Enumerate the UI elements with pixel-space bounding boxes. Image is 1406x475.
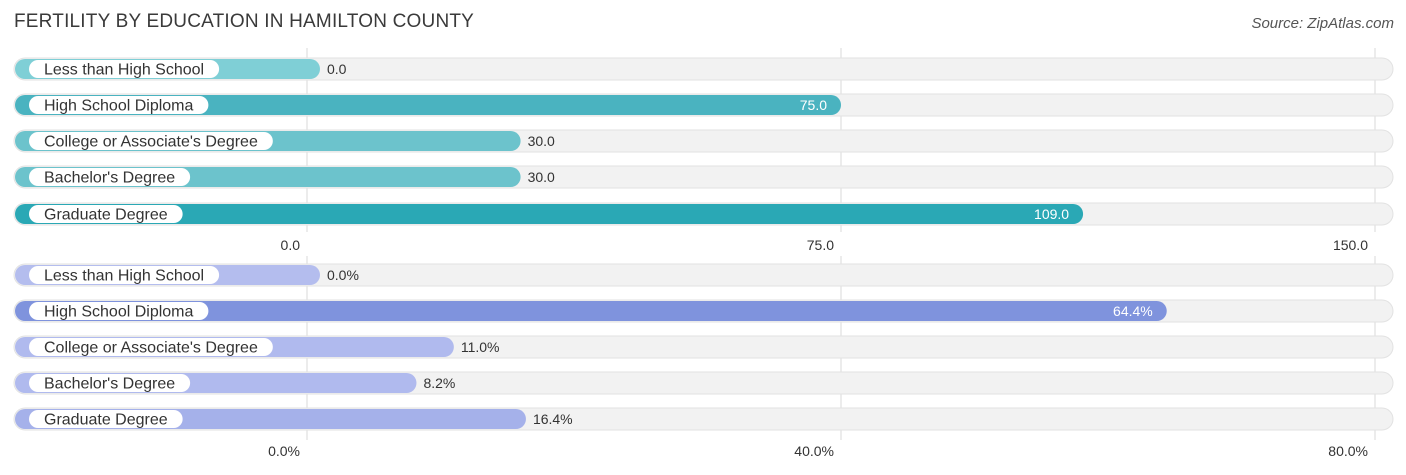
tick-label: 75.0	[807, 237, 834, 253]
category-label: High School Diploma	[44, 98, 194, 115]
category-pill	[29, 410, 183, 428]
tick-label: 40.0%	[794, 443, 834, 459]
category-label: High School Diploma	[44, 304, 194, 321]
category-pill	[29, 374, 191, 392]
bar-high-school-diploma	[15, 301, 1167, 321]
category-pill	[29, 60, 220, 78]
category-label: College or Associate's Degree	[44, 340, 258, 357]
category-label: Bachelor's Degree	[44, 376, 175, 393]
bar-graduate-degree	[15, 204, 1084, 224]
tick-label: 0.0%	[268, 443, 300, 459]
category-pill	[29, 205, 183, 223]
bar-track	[13, 57, 1394, 81]
value-label: 11.0%	[461, 339, 500, 355]
category-pill	[29, 338, 273, 356]
value-label: 16.4%	[533, 411, 573, 427]
value-label: 30.0	[528, 133, 555, 149]
category-pill	[29, 302, 209, 320]
chart-panel-1: Less than High School 0.0 High School Dipl…	[13, 48, 1394, 253]
category-label: Graduate Degree	[44, 412, 168, 429]
source-note: Source: ZipAtlas.com	[1251, 15, 1394, 32]
category-label: Less than High School	[44, 62, 204, 79]
value-label: 0.0%	[327, 267, 359, 283]
value-label: 109.0	[1034, 206, 1069, 222]
tick-label: 80.0%	[1328, 443, 1368, 459]
category-label: Less than High School	[44, 268, 204, 285]
category-pill	[29, 266, 220, 284]
value-label: 64.4%	[1113, 303, 1153, 319]
category-pill	[29, 168, 191, 186]
bar-high-school-diploma	[15, 95, 841, 115]
category-label: Graduate Degree	[44, 207, 168, 224]
category-pill	[29, 132, 273, 150]
chart-title: FERTILITY BY EDUCATION IN HAMILTON COUNT…	[14, 11, 475, 32]
chart-panel-2: Less than High School 0.0% High School Dip…	[13, 256, 1394, 459]
category-pill	[29, 96, 209, 114]
value-label: 30.0	[528, 169, 555, 185]
value-label: 0.0	[327, 61, 347, 77]
category-label: Bachelor's Degree	[44, 170, 175, 187]
category-label: College or Associate's Degree	[44, 134, 258, 151]
value-label: 8.2%	[423, 375, 455, 391]
bar-track	[13, 263, 1394, 287]
tick-label: 0.0	[281, 237, 301, 253]
tick-label: 150.0	[1333, 237, 1368, 253]
value-label: 75.0	[800, 97, 827, 113]
